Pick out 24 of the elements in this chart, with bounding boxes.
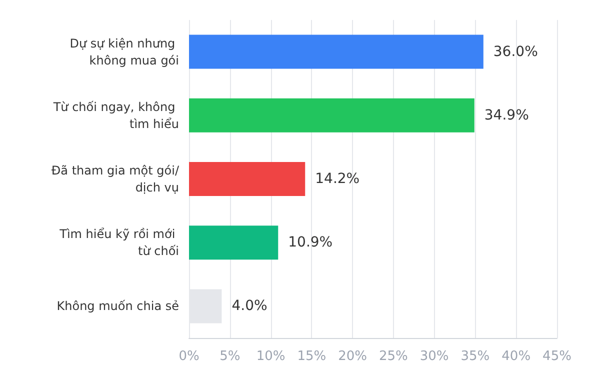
x-tick-label: 10% bbox=[256, 349, 286, 364]
data-label: 36.0% bbox=[493, 44, 538, 60]
data-label: 14.2% bbox=[315, 171, 360, 187]
bar bbox=[189, 34, 484, 69]
bar bbox=[189, 98, 474, 132]
data-label: 34.9% bbox=[484, 107, 529, 124]
x-tick-label: 35% bbox=[460, 349, 490, 364]
x-tick-label: 25% bbox=[378, 349, 408, 364]
y-tick-label: Từ chối ngay, không tìm hiểu bbox=[52, 100, 179, 131]
data-label: 4.0% bbox=[232, 298, 268, 314]
bar bbox=[189, 226, 278, 260]
x-tick-label: 40% bbox=[502, 349, 531, 364]
y-tick-label: Dự sự kiện nhưng không mua gói bbox=[70, 36, 179, 68]
y-tick-label: Tìm hiểu kỹ rồi mới từ chối bbox=[58, 227, 179, 258]
x-tick-label: 5% bbox=[220, 349, 240, 364]
data-label: 10.9% bbox=[288, 234, 333, 251]
y-tick-label: Không muốn chia sẻ bbox=[56, 299, 179, 314]
x-tick-label: 45% bbox=[542, 349, 572, 364]
x-tick-label: 20% bbox=[338, 349, 368, 364]
x-tick-label: 0% bbox=[178, 349, 200, 364]
x-tick-label: 15% bbox=[297, 349, 326, 364]
x-tick-label: 30% bbox=[420, 349, 449, 364]
bar bbox=[189, 162, 306, 196]
y-tick-label: Đã tham gia một gói/dịch vụ bbox=[51, 164, 180, 194]
